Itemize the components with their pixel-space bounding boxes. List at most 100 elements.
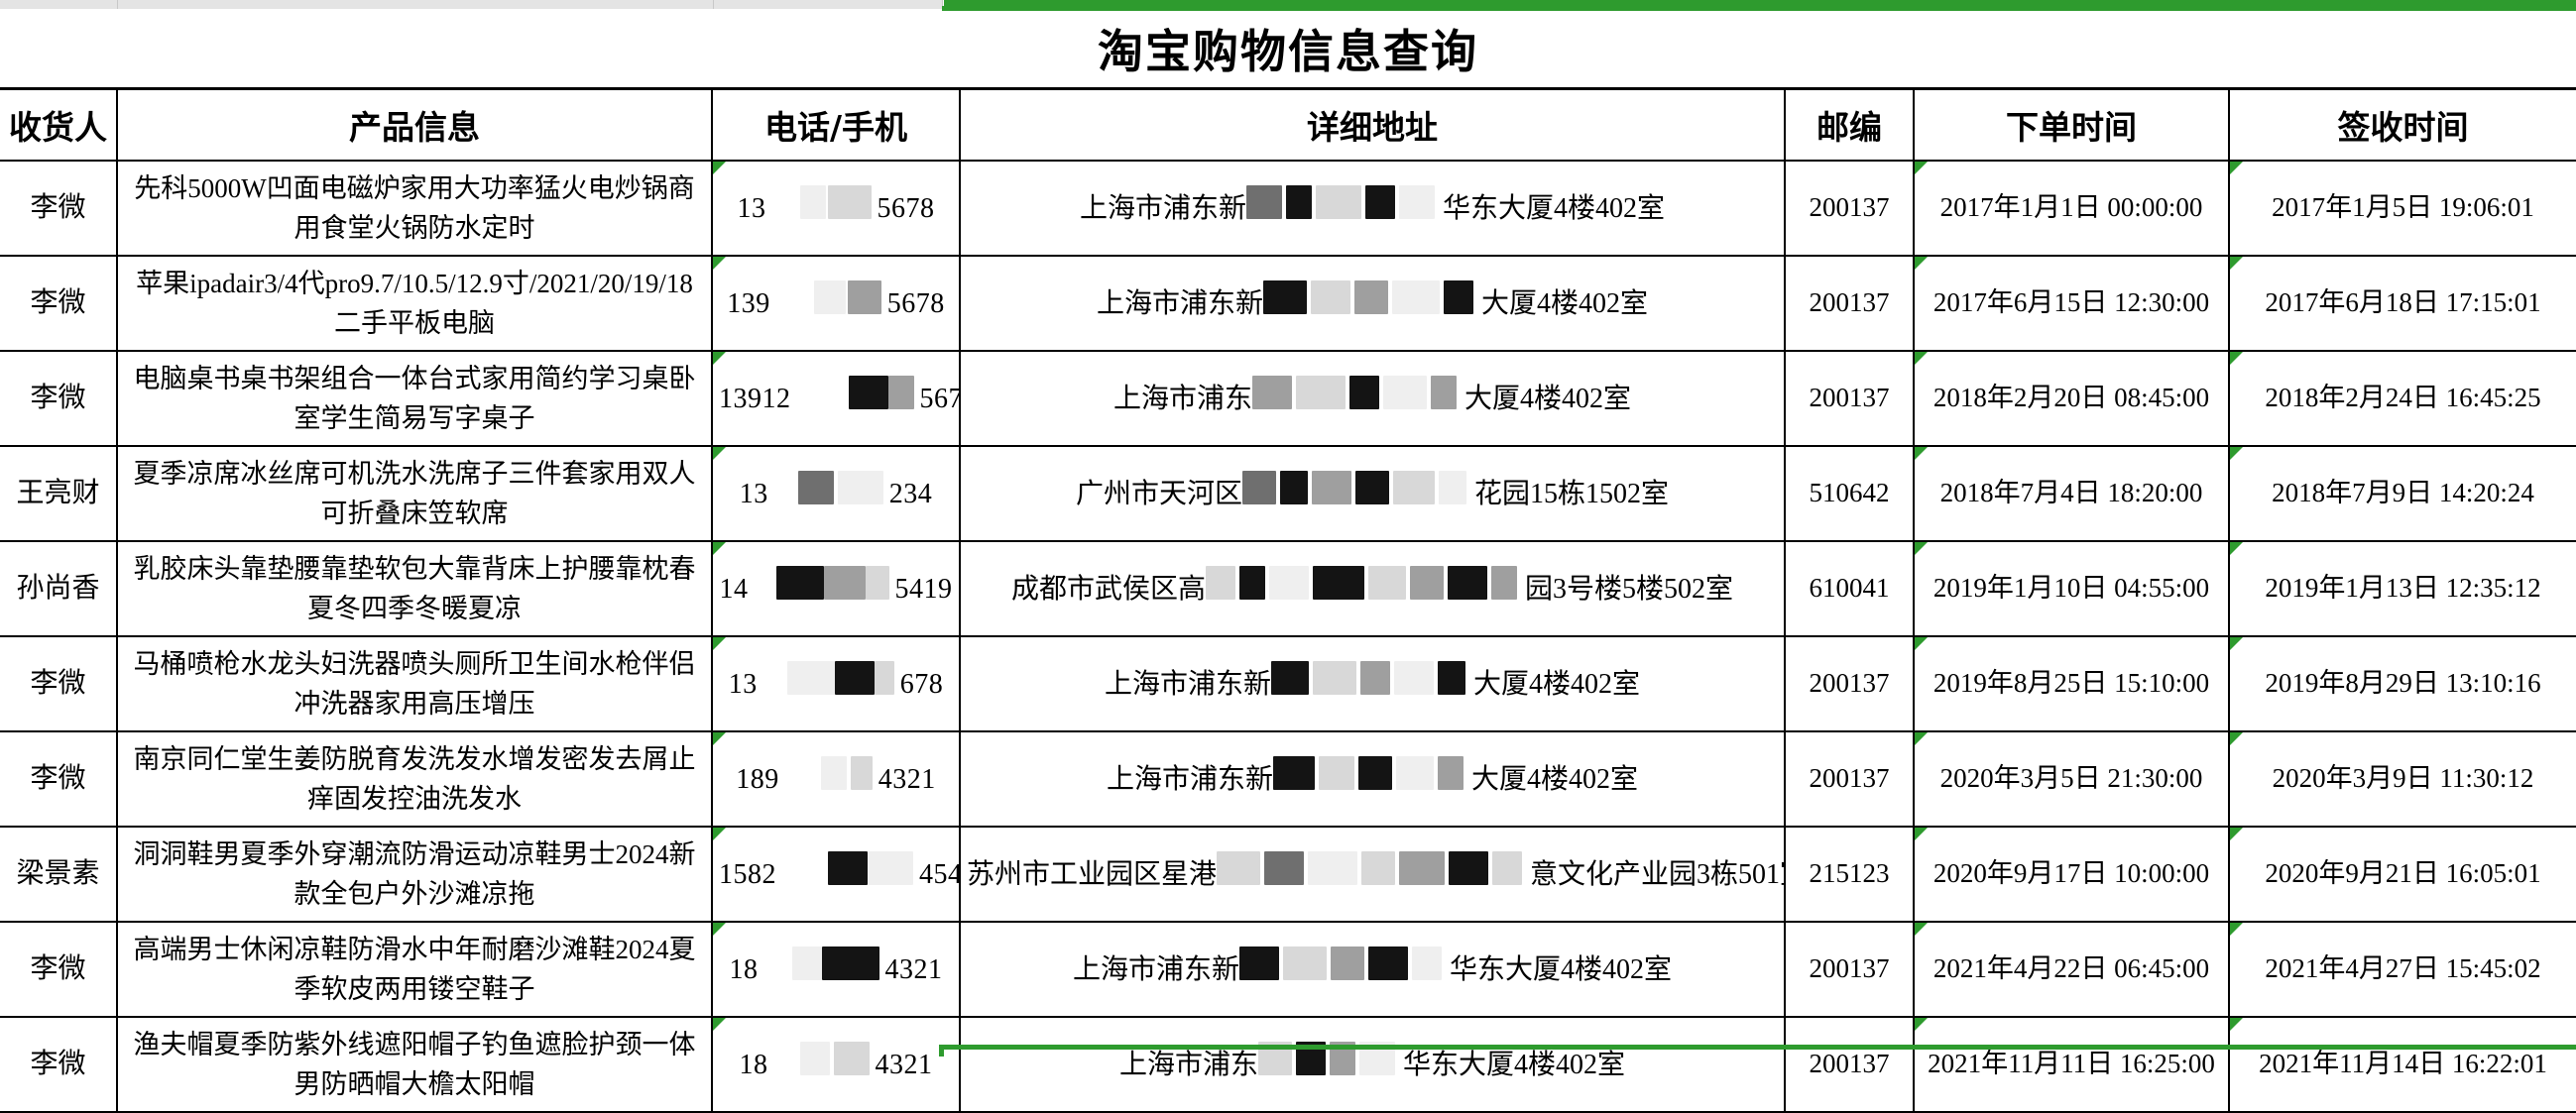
redaction-mask [1412, 946, 1442, 980]
cell-address[interactable]: 上海市浦东新 华东大厦4楼402室 [960, 161, 1786, 257]
cell-recipient[interactable]: 李微 [0, 256, 118, 352]
cell-phone[interactable]: 18 4321 [712, 1017, 961, 1113]
cell-postcode[interactable]: 200137 [1785, 1017, 1915, 1113]
cell-phone[interactable]: 13 678 [712, 636, 961, 732]
cell-order-time[interactable]: 2018年2月20日 08:45:00 [1914, 351, 2230, 447]
table-row[interactable]: 孙尚香 乳胶床头靠垫腰靠垫软包大靠背床上护腰靠枕春夏冬四季冬暖夏凉 14 5419 成都… [0, 541, 2576, 637]
cell-order-time[interactable]: 2021年11月11日 16:25:00 [1914, 1017, 2230, 1113]
cell-phone[interactable]: 139 5678 [712, 256, 961, 352]
cell-sign-time[interactable]: 2020年3月9日 11:30:12 [2229, 731, 2576, 828]
cell-address[interactable]: 上海市浦东新 大厦4楼402室 [960, 731, 1786, 828]
cell-product[interactable]: 苹果ipadair3/4代pro9.7/10.5/12.9寸/2021/20/1… [117, 256, 713, 352]
table-row[interactable]: 梁景素 洞洞鞋男夏季外穿潮流防滑运动凉鞋男士2024新款全包户外沙滩凉拖 1582 4… [0, 827, 2576, 923]
cell-product[interactable]: 马桶喷枪水龙头妇洗器喷头厕所卫生间水枪伴侣冲洗器家用高压增压 [117, 636, 713, 732]
cell-sign-time[interactable]: 2017年6月18日 17:15:01 [2229, 256, 2576, 352]
table-row[interactable]: 李微 渔夫帽夏季防紫外线遮阳帽子钓鱼遮脸护颈一体男防晒帽大檐太阳帽 18 4321 上海… [0, 1017, 2576, 1113]
table-row[interactable]: 李微 苹果ipadair3/4代pro9.7/10.5/12.9寸/2021/20… [0, 256, 2576, 352]
cell-recipient[interactable]: 梁景素 [0, 827, 118, 923]
redaction-mask [847, 279, 881, 314]
sign-time-value: 2019年8月29日 13:10:16 [2265, 668, 2541, 699]
cell-product[interactable]: 夏季凉席冰丝席可机洗水洗席子三件套家用双人可折叠床笠软席 [117, 446, 713, 542]
redaction-mask [1399, 850, 1446, 885]
redaction-mask [1396, 755, 1434, 790]
table-row[interactable]: 李微 高端男士休闲凉鞋防滑水中年耐磨沙滩鞋2024夏季软皮两用镂空鞋子 18 4321… [0, 922, 2576, 1018]
cell-product[interactable]: 高端男士休闲凉鞋防滑水中年耐磨沙滩鞋2024夏季软皮两用镂空鞋子 [117, 922, 713, 1018]
cell-postcode[interactable]: 510642 [1785, 446, 1915, 542]
cell-sign-time[interactable]: 2021年4月27日 15:45:02 [2229, 922, 2576, 1018]
cell-phone[interactable]: 18 4321 [712, 922, 961, 1018]
column-header-postcode[interactable]: 邮编 [1785, 88, 1915, 162]
table-row[interactable]: 李微 先科5000W凹面电磁炉家用大功率猛火电炒锅商用食堂火锅防水定时 13 5678… [0, 161, 2576, 257]
cell-address[interactable]: 上海市浦东 大厦4楼402室 [960, 351, 1786, 447]
cell-order-time[interactable]: 2017年6月15日 12:30:00 [1914, 256, 2230, 352]
column-header-order-time[interactable]: 下单时间 [1914, 88, 2230, 162]
table-row[interactable]: 李微 马桶喷枪水龙头妇洗器喷头厕所卫生间水枪伴侣冲洗器家用高压增压 13 678 上海市… [0, 636, 2576, 732]
cell-product[interactable]: 渔夫帽夏季防紫外线遮阳帽子钓鱼遮脸护颈一体男防晒帽大檐太阳帽 [117, 1017, 713, 1113]
cell-order-time[interactable]: 2019年1月10日 04:55:00 [1914, 541, 2230, 637]
cell-order-time[interactable]: 2021年4月22日 06:45:00 [1914, 922, 2230, 1018]
cell-address[interactable]: 苏州市工业园区星港 意文化产业园3栋501室 [960, 827, 1786, 923]
cell-phone[interactable]: 13912 5678 [712, 351, 961, 447]
cell-order-time[interactable]: 2018年7月4日 18:20:00 [1914, 446, 2230, 542]
cell-postcode[interactable]: 200137 [1785, 161, 1915, 257]
column-header-recipient[interactable]: 收货人 [0, 88, 118, 162]
cell-order-time[interactable]: 2019年8月25日 15:10:00 [1914, 636, 2230, 732]
cell-sign-time[interactable]: 2020年9月21日 16:05:01 [2229, 827, 2576, 923]
cell-address[interactable]: 上海市浦东新 华东大厦4楼402室 [960, 922, 1786, 1018]
cell-recipient[interactable]: 李微 [0, 922, 118, 1018]
cell-address[interactable]: 上海市浦东 华东大厦4楼402室 [960, 1017, 1786, 1113]
cell-sign-time[interactable]: 2019年8月29日 13:10:16 [2229, 636, 2576, 732]
table-row[interactable]: 李微 南京同仁堂生姜防脱育发洗发水增发密发去屑止痒固发控油洗发水 189 4321 上海… [0, 731, 2576, 828]
cell-order-time[interactable]: 2020年3月5日 21:30:00 [1914, 731, 2230, 828]
cell-order-time[interactable]: 2020年9月17日 10:00:00 [1914, 827, 2230, 923]
cell-address[interactable]: 上海市浦东新 大厦4楼402室 [960, 256, 1786, 352]
cell-address[interactable]: 上海市浦东新 大厦4楼402室 [960, 636, 1786, 732]
cell-sign-time[interactable]: 2019年1月13日 12:35:12 [2229, 541, 2576, 637]
cell-product[interactable]: 电脑桌书桌书架组合一体台式家用简约学习桌卧室学生简易写字桌子 [117, 351, 713, 447]
column-header-product[interactable]: 产品信息 [117, 88, 713, 162]
cell-postcode[interactable]: 200137 [1785, 922, 1915, 1018]
cell-product[interactable]: 乳胶床头靠垫腰靠垫软包大靠背床上护腰靠枕春夏冬四季冬暖夏凉 [117, 541, 713, 637]
cell-product[interactable]: 洞洞鞋男夏季外穿潮流防滑运动凉鞋男士2024新款全包户外沙滩凉拖 [117, 827, 713, 923]
redaction-mask [1331, 946, 1364, 980]
cell-phone[interactable]: 14 5419 [712, 541, 961, 637]
redaction-mask [1311, 279, 1350, 314]
cell-postcode[interactable]: 200137 [1785, 731, 1915, 828]
cell-sign-time[interactable]: 2021年11月14日 16:22:01 [2229, 1017, 2576, 1113]
cell-phone[interactable]: 189 4321 [712, 731, 961, 828]
column-header-address[interactable]: 详细地址 [960, 88, 1786, 162]
cell-product[interactable]: 先科5000W凹面电磁炉家用大功率猛火电炒锅商用食堂火锅防水定时 [117, 161, 713, 257]
cell-recipient[interactable]: 李微 [0, 731, 118, 828]
cell-sign-time[interactable]: 2018年2月24日 16:45:25 [2229, 351, 2576, 447]
cell-recipient[interactable]: 李微 [0, 161, 118, 257]
cell-sign-time[interactable]: 2018年7月9日 14:20:24 [2229, 446, 2576, 542]
cell-phone[interactable]: 13 234 [712, 446, 961, 542]
column-header-b[interactable] [118, 0, 714, 9]
cell-address[interactable]: 成都市武侯区高 园3号楼5楼502室 [960, 541, 1786, 637]
cell-postcode[interactable]: 200137 [1785, 256, 1915, 352]
cell-address[interactable]: 广州市天河区 花园15栋1502室 [960, 446, 1786, 542]
cell-recipient[interactable]: 李微 [0, 351, 118, 447]
cell-postcode[interactable]: 215123 [1785, 827, 1915, 923]
cell-order-time[interactable]: 2017年1月1日 00:00:00 [1914, 161, 2230, 257]
table-row[interactable]: 王亮财 夏季凉席冰丝席可机洗水洗席子三件套家用双人可折叠床笠软席 13 234 广州市天… [0, 446, 2576, 542]
cell-sign-time[interactable]: 2017年1月5日 19:06:01 [2229, 161, 2576, 257]
column-header-sign-time[interactable]: 签收时间 [2229, 88, 2576, 162]
cell-recipient[interactable]: 孙尚香 [0, 541, 118, 637]
column-header-a[interactable] [0, 0, 118, 9]
cell-phone[interactable]: 13 5678 [712, 161, 961, 257]
cell-phone[interactable]: 1582 4543 [712, 827, 961, 923]
cell-recipient[interactable]: 李微 [0, 1017, 118, 1113]
cell-postcode[interactable]: 610041 [1785, 541, 1915, 637]
column-header-c[interactable] [714, 0, 943, 9]
cell-error-flag-icon [1915, 923, 1928, 936]
cell-postcode[interactable]: 200137 [1785, 351, 1915, 447]
phone-suffix: 678 [899, 668, 944, 700]
cell-product[interactable]: 南京同仁堂生姜防脱育发洗发水增发密发去屑止痒固发控油洗发水 [117, 731, 713, 828]
column-header-phone[interactable]: 电话/手机 [712, 88, 961, 162]
cell-postcode[interactable]: 200137 [1785, 636, 1915, 732]
cell-recipient[interactable]: 李微 [0, 636, 118, 732]
phone-value: 1582 4543 [719, 850, 958, 896]
cell-recipient[interactable]: 王亮财 [0, 446, 118, 542]
